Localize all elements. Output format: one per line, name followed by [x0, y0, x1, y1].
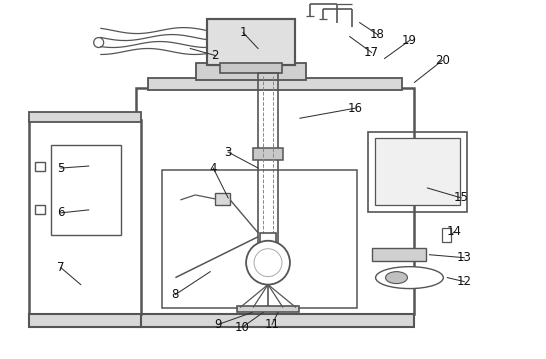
Bar [442, 228, 452, 242]
Bar [197, 64, 306, 80]
Text: 18: 18 [370, 28, 385, 41]
Text: 9: 9 [215, 318, 222, 331]
Bar [35, 205, 45, 214]
Text: 17: 17 [364, 46, 379, 59]
Text: 19: 19 [402, 34, 417, 47]
Ellipse shape [376, 267, 443, 289]
Text: 11: 11 [264, 318, 280, 331]
Bar [375, 138, 460, 205]
Text: 8: 8 [171, 288, 179, 301]
Text: 12: 12 [457, 275, 472, 288]
Ellipse shape [385, 272, 407, 284]
Text: 13: 13 [457, 251, 472, 264]
Text: 7: 7 [57, 261, 64, 274]
Text: 6: 6 [57, 206, 64, 219]
Bar [215, 193, 230, 205]
Bar [29, 314, 140, 327]
Text: 5: 5 [57, 162, 64, 174]
Bar [253, 148, 283, 160]
Text: 3: 3 [224, 146, 232, 159]
Text: 16: 16 [347, 102, 362, 115]
Bar [237, 306, 299, 312]
Bar [29, 120, 140, 314]
Bar [372, 248, 426, 261]
Bar [260, 233, 276, 255]
Text: 20: 20 [435, 54, 450, 67]
Bar [367, 132, 467, 212]
Bar [35, 162, 45, 171]
Circle shape [246, 241, 290, 285]
Bar [207, 19, 295, 65]
Bar [135, 314, 414, 327]
Text: 4: 4 [210, 162, 217, 174]
Bar [135, 88, 414, 314]
Bar [29, 112, 140, 122]
Text: 10: 10 [235, 321, 250, 334]
Bar [220, 64, 282, 73]
Bar [51, 145, 121, 235]
Text: 14: 14 [447, 225, 462, 238]
Text: 1: 1 [239, 26, 247, 39]
Bar [149, 78, 402, 90]
Text: 15: 15 [454, 191, 468, 204]
Bar [162, 170, 357, 308]
Bar [258, 73, 278, 253]
Bar [207, 19, 295, 65]
Text: 2: 2 [211, 49, 219, 62]
